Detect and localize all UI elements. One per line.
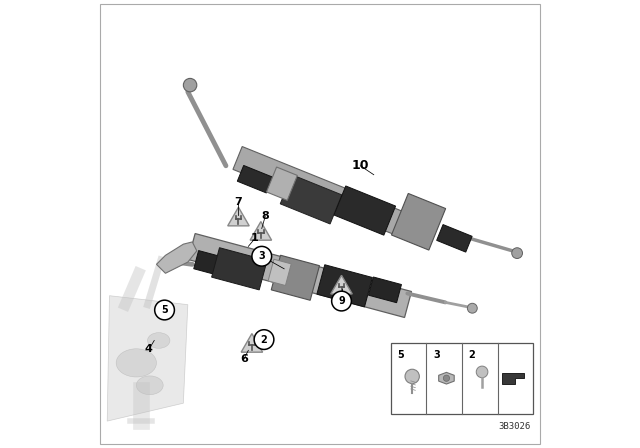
- Polygon shape: [212, 248, 267, 290]
- Polygon shape: [266, 167, 298, 200]
- Polygon shape: [280, 175, 342, 224]
- Polygon shape: [438, 372, 454, 384]
- Circle shape: [444, 375, 449, 381]
- Circle shape: [332, 291, 351, 311]
- Polygon shape: [108, 296, 188, 421]
- Circle shape: [467, 303, 477, 313]
- Text: 10: 10: [351, 159, 369, 172]
- Circle shape: [252, 246, 271, 266]
- Polygon shape: [241, 334, 262, 352]
- Circle shape: [512, 248, 522, 258]
- Polygon shape: [228, 207, 249, 226]
- Polygon shape: [250, 222, 271, 240]
- Text: 1: 1: [251, 233, 259, 243]
- Polygon shape: [268, 259, 291, 285]
- Text: 5: 5: [161, 305, 168, 315]
- Polygon shape: [194, 250, 227, 276]
- Polygon shape: [237, 165, 273, 193]
- Circle shape: [476, 366, 488, 378]
- Ellipse shape: [136, 376, 163, 395]
- Polygon shape: [502, 373, 524, 384]
- Polygon shape: [331, 276, 352, 294]
- Polygon shape: [369, 277, 401, 303]
- Circle shape: [155, 300, 174, 320]
- Circle shape: [184, 78, 197, 92]
- Polygon shape: [436, 224, 472, 252]
- Polygon shape: [233, 146, 425, 243]
- Text: 9: 9: [338, 296, 345, 306]
- Bar: [391, 343, 533, 414]
- Polygon shape: [334, 186, 396, 235]
- Polygon shape: [317, 265, 372, 307]
- Circle shape: [254, 330, 274, 349]
- Text: 2: 2: [468, 350, 476, 360]
- Polygon shape: [188, 233, 412, 318]
- Text: 2: 2: [260, 335, 268, 345]
- Text: 4: 4: [145, 345, 153, 354]
- Text: 5: 5: [397, 350, 404, 360]
- Text: 6: 6: [240, 354, 248, 364]
- Ellipse shape: [148, 332, 170, 349]
- Polygon shape: [157, 242, 197, 273]
- Polygon shape: [271, 255, 319, 300]
- Polygon shape: [392, 194, 445, 250]
- Text: 3: 3: [433, 350, 440, 360]
- Text: 7: 7: [235, 198, 243, 207]
- Text: 3: 3: [259, 251, 265, 261]
- Text: 3B3026: 3B3026: [499, 422, 531, 431]
- Text: 8: 8: [262, 211, 269, 221]
- Ellipse shape: [116, 349, 157, 377]
- Circle shape: [405, 369, 419, 383]
